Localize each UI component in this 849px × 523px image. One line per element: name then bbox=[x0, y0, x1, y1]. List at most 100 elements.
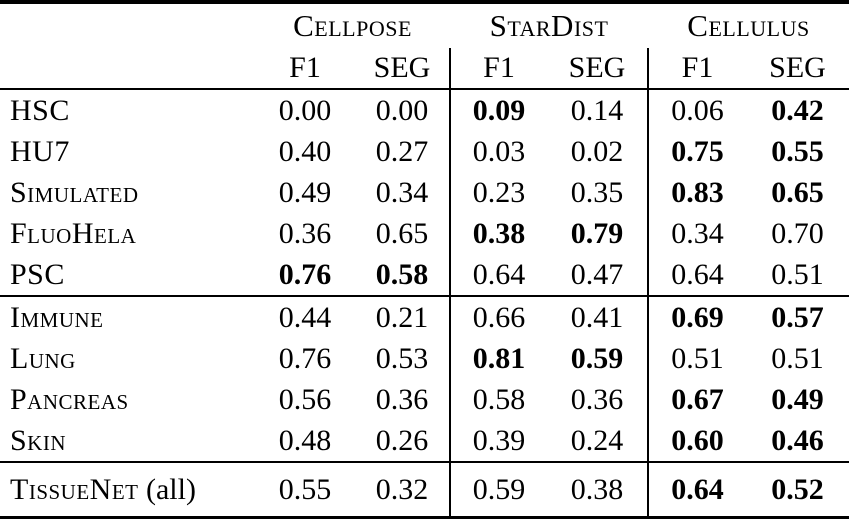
cell-stardist-seg: 0.47 bbox=[570, 257, 624, 291]
cell-cellulus-f1: 0.69 bbox=[647, 296, 747, 338]
cell-stardist-seg: 0.41 bbox=[570, 300, 624, 334]
cell-stardist-seg: 0.35 bbox=[570, 175, 624, 209]
row-label-text: HU7 bbox=[10, 134, 70, 168]
row-label: Lung bbox=[0, 338, 255, 379]
cell-stardist-f1: 0.59 bbox=[449, 462, 548, 518]
cell-cellulus-seg: 0.49 bbox=[771, 382, 824, 416]
table-header: Cellpose StarDist Cellulus F1 SEG F1 SEG… bbox=[0, 2, 849, 89]
row-label: Simulated bbox=[0, 172, 255, 213]
cell-cellulus-f1: 0.75 bbox=[647, 131, 747, 172]
cell-stardist-f1: 0.03 bbox=[449, 131, 548, 172]
table-row: FluoHela 0.36 0.65 0.38 0.79 0.34 0.70 bbox=[0, 213, 849, 254]
cell-cellulus-f1: 0.64 bbox=[647, 254, 747, 296]
row-label-text: HSC bbox=[10, 93, 70, 127]
cell-stardist-f1: 0.09 bbox=[449, 89, 548, 131]
cell-cellulus-seg: 0.46 bbox=[771, 423, 824, 457]
cell-stardist-seg: 0.38 bbox=[570, 472, 624, 506]
cell-cellulus-seg: 0.70 bbox=[771, 216, 824, 250]
cell-cellulus-f1: 0.67 bbox=[647, 379, 747, 420]
method-header-cellulus: Cellulus bbox=[687, 8, 810, 43]
cell-stardist-f1: 0.64 bbox=[449, 254, 548, 296]
cell-stardist-f1: 0.38 bbox=[449, 213, 548, 254]
table-row: Skin 0.48 0.26 0.39 0.24 0.60 0.46 bbox=[0, 420, 849, 462]
table-row: Simulated 0.49 0.34 0.23 0.35 0.83 0.65 bbox=[0, 172, 849, 213]
cell-cellpose-f1: 0.76 bbox=[278, 341, 332, 375]
cell-cellpose-f1: 0.36 bbox=[278, 216, 332, 250]
cell-stardist-f1: 0.58 bbox=[449, 379, 548, 420]
cell-cellpose-seg: 0.65 bbox=[375, 216, 429, 250]
cell-cellpose-seg: 0.26 bbox=[375, 423, 429, 457]
cell-stardist-f1: 0.23 bbox=[449, 172, 548, 213]
corner-cell bbox=[0, 2, 255, 48]
cell-stardist-seg: 0.36 bbox=[570, 382, 624, 416]
row-label: HSC bbox=[0, 89, 255, 131]
cell-cellpose-f1: 0.40 bbox=[278, 134, 332, 168]
cell-cellpose-f1: 0.56 bbox=[278, 382, 332, 416]
row-label: Skin bbox=[0, 420, 255, 462]
cell-cellulus-f1: 0.51 bbox=[647, 338, 747, 379]
row-label: FluoHela bbox=[0, 213, 255, 254]
cell-cellpose-f1: 0.49 bbox=[278, 175, 332, 209]
section-tissuenet-subsets: Immune 0.44 0.21 0.66 0.41 0.69 0.57 Lun… bbox=[0, 296, 849, 462]
cell-stardist-seg: 0.14 bbox=[570, 93, 624, 127]
metric-header-row: F1 SEG F1 SEG F1 SEG bbox=[0, 48, 849, 89]
cell-cellulus-seg: 0.51 bbox=[771, 257, 824, 291]
metric-header-cellulus-f1: F1 bbox=[647, 48, 747, 89]
cell-cellpose-seg: 0.34 bbox=[375, 175, 429, 209]
cell-cellpose-f1: 0.55 bbox=[278, 472, 332, 506]
row-label-text: TissueNet bbox=[10, 472, 139, 506]
cell-cellpose-f1: 0.76 bbox=[278, 257, 332, 291]
row-label-text: FluoHela bbox=[10, 216, 137, 250]
table-row: Pancreas 0.56 0.36 0.58 0.36 0.67 0.49 bbox=[0, 379, 849, 420]
method-header-cellpose: Cellpose bbox=[293, 8, 412, 43]
row-label-text: Lung bbox=[10, 341, 76, 375]
table-row: HSC 0.00 0.00 0.09 0.14 0.06 0.42 bbox=[0, 89, 849, 131]
metric-header-cellpose-seg: SEG bbox=[373, 51, 431, 84]
cell-cellpose-seg: 0.36 bbox=[375, 382, 429, 416]
cell-cellulus-f1: 0.83 bbox=[647, 172, 747, 213]
metric-header-stardist-seg: SEG bbox=[568, 51, 626, 84]
section-tissuenet-all: TissueNet (all) 0.55 0.32 0.59 0.38 0.64… bbox=[0, 462, 849, 518]
cell-cellulus-seg: 0.52 bbox=[771, 472, 824, 506]
cell-cellulus-seg: 0.55 bbox=[771, 134, 824, 168]
cell-cellpose-seg: 0.53 bbox=[375, 341, 429, 375]
cell-stardist-f1: 0.39 bbox=[449, 420, 548, 462]
cell-cellulus-seg: 0.51 bbox=[771, 341, 824, 375]
cell-cellpose-seg: 0.00 bbox=[375, 93, 429, 127]
cell-cellpose-seg: 0.21 bbox=[375, 300, 429, 334]
table-row: TissueNet (all) 0.55 0.32 0.59 0.38 0.64… bbox=[0, 462, 849, 518]
row-label-suffix: (all) bbox=[138, 472, 196, 506]
cell-cellulus-f1: 0.64 bbox=[647, 462, 747, 518]
row-label-text: Simulated bbox=[10, 175, 139, 209]
cell-stardist-f1: 0.66 bbox=[449, 296, 548, 338]
cell-cellpose-seg: 0.32 bbox=[375, 472, 429, 506]
cell-cellulus-seg: 0.57 bbox=[771, 300, 824, 334]
row-label: PSC bbox=[0, 254, 255, 296]
row-label: Pancreas bbox=[0, 379, 255, 420]
metric-header-stardist-f1: F1 bbox=[449, 48, 548, 89]
cell-cellulus-seg: 0.42 bbox=[771, 93, 824, 127]
cell-cellpose-seg: 0.58 bbox=[375, 257, 429, 291]
cell-cellpose-f1: 0.44 bbox=[278, 300, 332, 334]
cell-stardist-seg: 0.24 bbox=[570, 423, 624, 457]
cell-cellulus-f1: 0.60 bbox=[647, 420, 747, 462]
cell-cellulus-f1: 0.06 bbox=[647, 89, 747, 131]
cell-stardist-seg: 0.59 bbox=[570, 341, 624, 375]
cell-stardist-f1: 0.81 bbox=[449, 338, 548, 379]
row-label: HU7 bbox=[0, 131, 255, 172]
cell-cellpose-seg: 0.27 bbox=[375, 134, 429, 168]
row-label-text: PSC bbox=[10, 257, 65, 291]
method-header-stardist: StarDist bbox=[489, 8, 609, 43]
cell-cellpose-f1: 0.48 bbox=[278, 423, 332, 457]
row-label: Immune bbox=[0, 296, 255, 338]
table-row: Lung 0.76 0.53 0.81 0.59 0.51 0.51 bbox=[0, 338, 849, 379]
corner-cell bbox=[0, 48, 255, 89]
metric-header-cellpose-f1: F1 bbox=[289, 51, 321, 84]
row-label: TissueNet (all) bbox=[0, 462, 255, 518]
metric-header-cellulus-seg: SEG bbox=[769, 51, 826, 84]
table-row: HU7 0.40 0.27 0.03 0.02 0.75 0.55 bbox=[0, 131, 849, 172]
row-label-text: Pancreas bbox=[10, 382, 129, 416]
cell-stardist-seg: 0.02 bbox=[570, 134, 624, 168]
